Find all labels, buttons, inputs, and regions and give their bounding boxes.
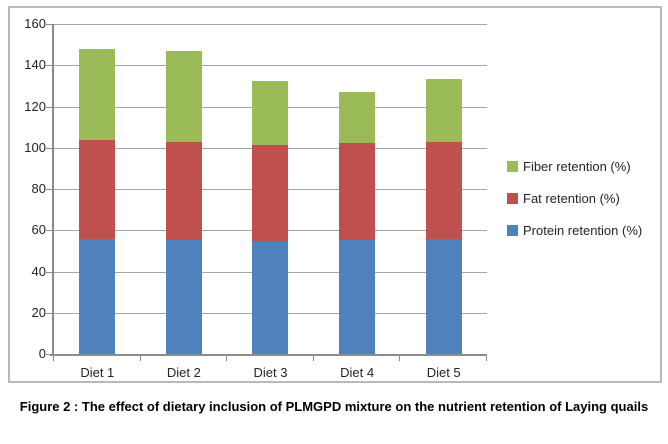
segment-protein-diet-2 <box>165 239 202 354</box>
segment-protein-diet-3 <box>252 240 289 354</box>
bar-diet-2 <box>165 50 202 354</box>
x-label-diet-5: Diet 5 <box>426 365 461 380</box>
x-tick-mark-1 <box>139 356 141 361</box>
bar-slot-4 <box>314 24 401 354</box>
legend-swatch-icon <box>507 161 518 172</box>
x-label-diet-2: Diet 2 <box>166 365 201 380</box>
segment-fat-diet-3 <box>252 144 289 241</box>
legend-item-fiber: Fiber retention (%) <box>507 159 642 174</box>
y-tick-mark-40 <box>46 271 52 273</box>
bar-diet-3 <box>252 80 289 354</box>
x-axis-line <box>50 354 487 356</box>
bar-slot-3 <box>227 24 314 354</box>
bar-diet-1 <box>79 48 116 354</box>
bar-slot-2 <box>141 24 228 354</box>
y-tick-label-100: 100 <box>24 139 46 155</box>
y-tick-mark-0 <box>46 354 52 355</box>
gridline-140 <box>54 65 487 67</box>
segment-fiber-diet-1 <box>79 48 116 140</box>
bar-slot-1 <box>54 24 141 354</box>
segment-fiber-diet-2 <box>165 50 202 142</box>
segment-fiber-diet-5 <box>425 78 462 142</box>
x-label-diet-3: Diet 3 <box>253 365 288 380</box>
segment-fiber-diet-3 <box>252 80 289 145</box>
chart-legend: Fiber retention (%) Fat retention (%) Prot… <box>507 159 642 255</box>
legend-swatch-icon <box>507 193 518 204</box>
y-tick-label-60: 60 <box>31 222 46 238</box>
legend-item-fat: Fat retention (%) <box>507 191 642 206</box>
y-tick-mark-160 <box>46 24 52 25</box>
y-tick-label-20: 20 <box>31 304 46 320</box>
y-tick-label-40: 40 <box>31 263 46 279</box>
segment-fiber-diet-4 <box>339 92 376 143</box>
x-tick-mark-4 <box>399 356 401 361</box>
y-tick-label-120: 120 <box>24 98 46 114</box>
bar-diet-5 <box>425 78 462 354</box>
legend-item-protein: Protein retention (%) <box>507 223 642 238</box>
y-tick-label-160: 160 <box>24 16 46 31</box>
legend-label: Protein retention (%) <box>523 223 643 238</box>
segment-fat-diet-2 <box>165 141 202 240</box>
gridline-160 <box>54 24 487 25</box>
x-label-diet-1: Diet 1 <box>80 365 115 380</box>
legend-label: Fiber retention (%) <box>523 159 631 174</box>
y-axis-labels: 0 20 40 60 80 100 120 140 160 <box>10 16 46 361</box>
y-axis-tick-marks <box>46 24 52 355</box>
segment-protein-diet-5 <box>425 238 462 354</box>
stacked-bar-chart: 0 20 40 60 80 100 120 140 160 Diet 1 Diet 2 Diet 3… <box>8 6 662 383</box>
segment-fat-diet-1 <box>79 139 116 239</box>
y-tick-mark-60 <box>46 230 52 232</box>
plot-area <box>54 24 487 354</box>
y-tick-mark-140 <box>46 65 52 67</box>
segment-fat-diet-4 <box>339 142 376 240</box>
bar-slot-5 <box>400 24 487 354</box>
legend-swatch-icon <box>507 225 518 236</box>
y-tick-mark-80 <box>46 189 52 190</box>
x-axis-labels: Diet 1 Diet 2 Diet 3 Diet 4 Diet 5 <box>54 365 487 380</box>
y-tick-mark-20 <box>46 312 52 314</box>
x-tick-mark-2 <box>226 356 228 361</box>
y-axis-line <box>52 24 54 356</box>
bars-layer <box>54 24 487 354</box>
segment-protein-diet-1 <box>79 238 116 354</box>
bar-diet-4 <box>339 92 376 354</box>
x-tick-mark-5 <box>486 356 487 361</box>
figure-caption: Figure 2 : The effect of dietary inclusi… <box>19 399 649 414</box>
y-tick-label-0: 0 <box>38 346 46 361</box>
legend-label: Fat retention (%) <box>523 191 620 206</box>
x-tick-mark-0 <box>53 356 54 361</box>
segment-protein-diet-4 <box>339 239 376 354</box>
y-tick-mark-120 <box>46 106 52 108</box>
segment-fat-diet-5 <box>425 141 462 239</box>
x-tick-mark-3 <box>312 356 314 361</box>
y-tick-label-80: 80 <box>31 181 46 196</box>
y-tick-label-140: 140 <box>24 57 46 73</box>
y-tick-mark-100 <box>46 147 52 149</box>
x-axis-tick-marks <box>53 356 487 361</box>
x-label-diet-4: Diet 4 <box>340 365 375 380</box>
